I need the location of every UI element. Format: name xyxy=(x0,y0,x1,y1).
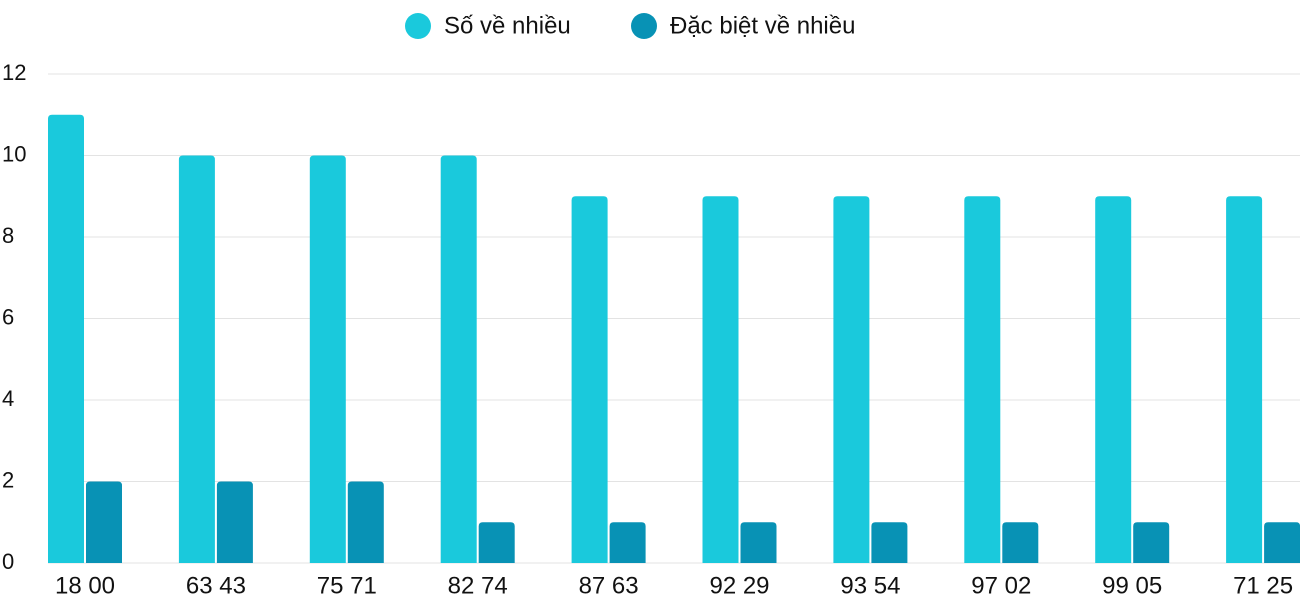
bar xyxy=(871,522,908,563)
x-tick-label: 71 25 xyxy=(1233,572,1293,599)
x-tick-label: 97 02 xyxy=(971,572,1031,599)
bar xyxy=(440,155,477,563)
bar xyxy=(86,481,122,563)
y-tick-label: 2 xyxy=(2,467,14,492)
bar xyxy=(178,155,215,563)
y-tick-label: 6 xyxy=(2,304,14,329)
bar xyxy=(609,522,646,563)
legend-marker[interactable] xyxy=(405,13,431,39)
legend-marker[interactable] xyxy=(631,13,657,39)
x-tick-label: 18 00 xyxy=(55,572,115,599)
y-tick-label: 10 xyxy=(2,141,26,166)
bar xyxy=(1133,522,1170,563)
bar xyxy=(216,481,253,563)
legend-label[interactable]: Đặc biệt về nhiều xyxy=(670,12,855,39)
bar xyxy=(478,522,515,563)
x-tick-label: 75 71 xyxy=(317,572,377,599)
bar xyxy=(309,155,346,563)
bar xyxy=(347,481,384,563)
bar xyxy=(48,114,84,563)
y-tick-label: 0 xyxy=(2,549,14,574)
bar xyxy=(1095,196,1132,563)
bar xyxy=(740,522,777,563)
bar xyxy=(702,196,739,563)
y-tick-label: 12 xyxy=(2,60,26,85)
bar xyxy=(1264,522,1300,563)
x-tick-label: 92 29 xyxy=(709,572,769,599)
y-tick-label: 8 xyxy=(2,223,14,248)
y-tick-label: 4 xyxy=(2,386,14,411)
bar xyxy=(833,196,870,563)
bar xyxy=(1226,196,1263,563)
x-tick-label: 93 54 xyxy=(840,572,900,599)
bar xyxy=(1002,522,1039,563)
bar xyxy=(964,196,1001,563)
x-tick-label: 99 05 xyxy=(1102,572,1162,599)
x-tick-label: 63 43 xyxy=(186,572,246,599)
bar xyxy=(571,196,608,563)
legend-label[interactable]: Số về nhiều xyxy=(444,12,571,39)
x-tick-label: 87 63 xyxy=(579,572,639,599)
x-tick-label: 82 74 xyxy=(448,572,508,599)
